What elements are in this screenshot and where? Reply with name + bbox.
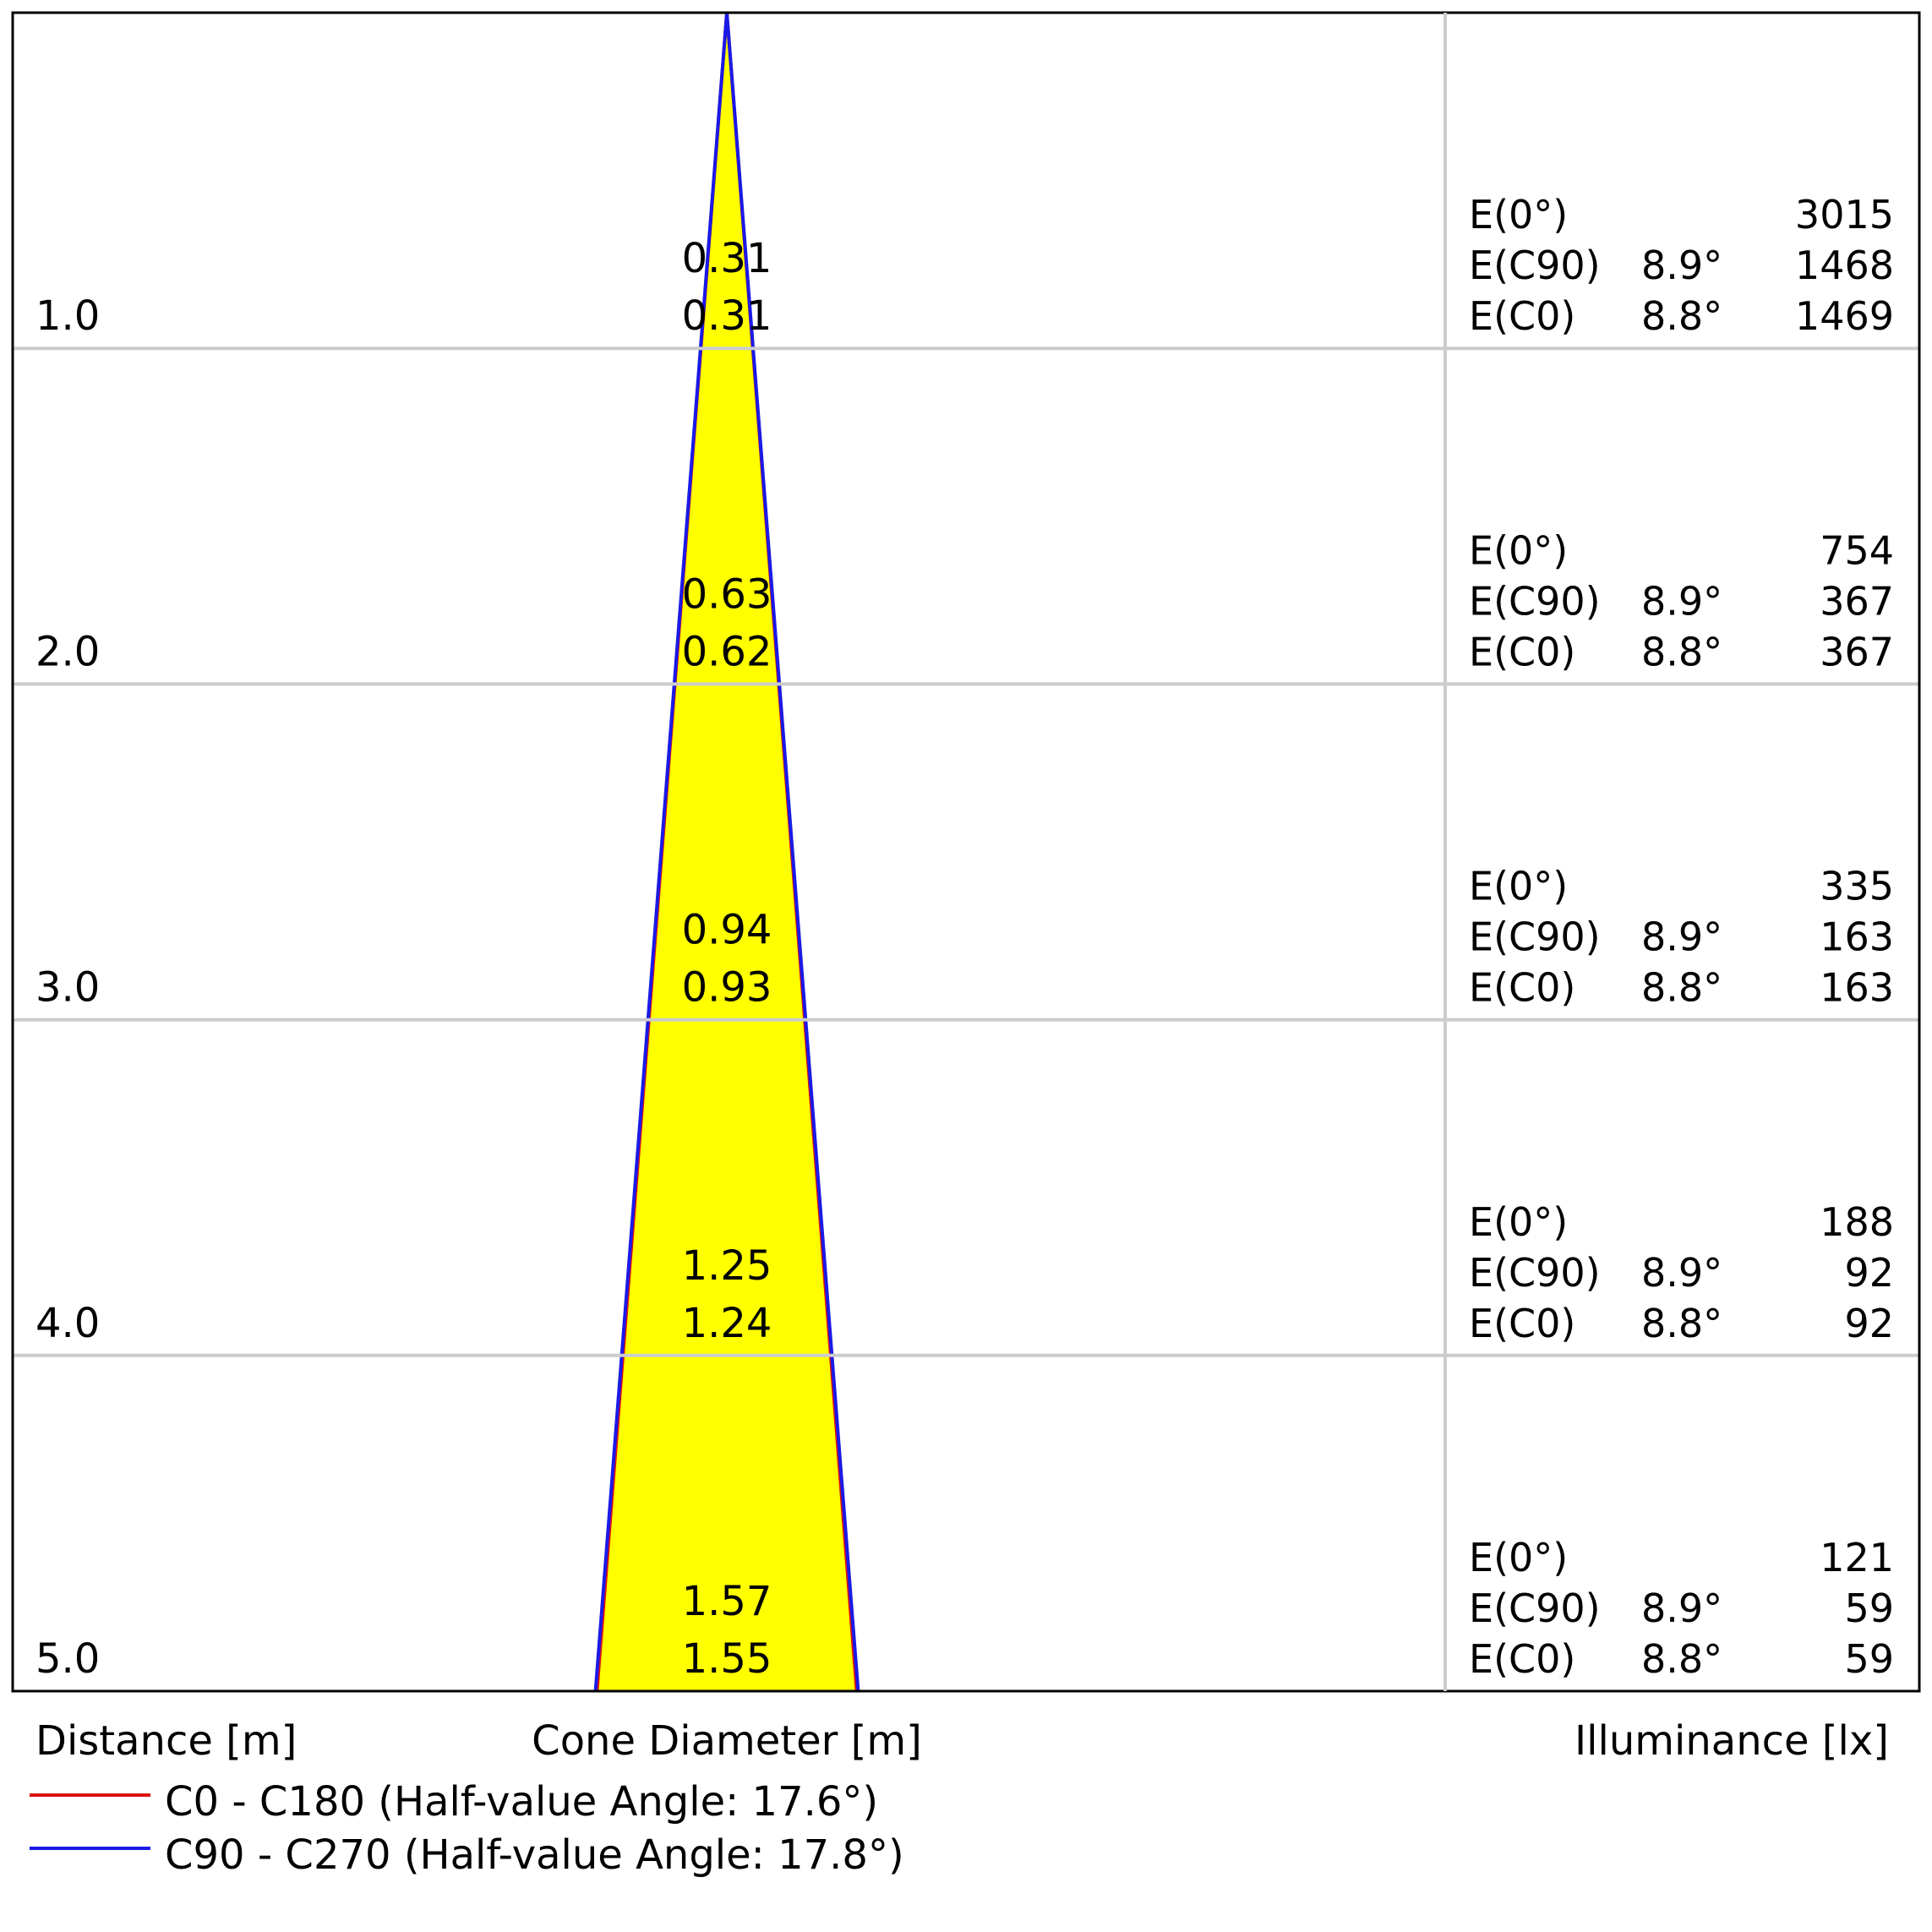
illuminance-angle: 8.8° (1641, 1636, 1722, 1682)
illuminance-label: E(C90) (1469, 1585, 1601, 1631)
illuminance-label: E(0°) (1469, 864, 1568, 909)
illuminance-angle: 8.9° (1641, 578, 1722, 624)
illuminance-value: 121 (1820, 1535, 1894, 1580)
illuminance-angle: 8.8° (1641, 965, 1722, 1011)
cone-diameter-c90: 1.25 (682, 1242, 772, 1290)
distance-label: 5.0 (35, 1635, 100, 1683)
illuminance-value: 163 (1820, 914, 1894, 960)
cone-diameter-c0: 0.93 (682, 964, 772, 1012)
illuminance-value: 3015 (1795, 192, 1894, 237)
illuminance-label: E(C0) (1469, 1636, 1575, 1682)
rows-layer: 1.0 0.31 0.31 E(0°) 3015 E(C90) 8.9° 1468 E(C0) 8… (35, 192, 1894, 1683)
illuminance-label: E(C0) (1469, 293, 1575, 339)
illuminance-label: E(C90) (1469, 578, 1601, 624)
illuminance-angle: 8.8° (1641, 629, 1722, 674)
illuminance-angle: 8.9° (1641, 1585, 1722, 1631)
illuminance-label: E(C0) (1469, 629, 1575, 674)
illuminance-angle: 8.8° (1641, 293, 1722, 339)
illuminance-label: E(0°) (1469, 1199, 1568, 1245)
illuminance-value: 367 (1820, 578, 1894, 624)
illuminance-angle: 8.9° (1641, 914, 1722, 960)
illuminance-label: E(0°) (1469, 1535, 1568, 1580)
illuminance-angle: 8.9° (1641, 243, 1722, 288)
distance-row: 5.0 1.57 1.55 E(0°) 121 E(C90) 8.9° 59 E(C0) 8.8°… (35, 1535, 1894, 1683)
distance-axis-label: Distance [m] (35, 1717, 297, 1765)
cone-diameter-c0: 0.31 (682, 292, 772, 340)
cone-diameter-c90: 0.94 (682, 907, 772, 954)
illuminance-label: E(0°) (1469, 192, 1568, 237)
illuminance-value: 59 (1844, 1585, 1894, 1631)
illuminance-label: E(0°) (1469, 527, 1568, 573)
illuminance-value: 1468 (1795, 243, 1894, 288)
illuminance-value: 92 (1844, 1250, 1894, 1296)
cone-diameter-c0: 1.24 (682, 1300, 772, 1347)
distance-row: 4.0 1.25 1.24 E(0°) 188 E(C90) 8.9° 92 E(C0) 8.8°… (35, 1199, 1894, 1347)
plot-frame (11, 11, 1921, 1693)
illuminance-value: 335 (1820, 864, 1894, 909)
distance-label: 3.0 (35, 964, 100, 1012)
distance-row: 3.0 0.94 0.93 E(0°) 335 E(C90) 8.9° 163 E(C0) 8.8… (35, 864, 1894, 1012)
illuminance-label: E(C90) (1469, 914, 1601, 960)
illuminance-angle: 8.9° (1641, 1250, 1722, 1296)
cone-diameter-c0: 0.62 (682, 628, 772, 675)
illuminance-value: 754 (1820, 527, 1894, 573)
cone-diameter-c0: 1.55 (682, 1635, 772, 1683)
distance-label: 1.0 (35, 292, 100, 340)
illuminance-label: E(C90) (1469, 243, 1601, 288)
grid-layer (13, 347, 1919, 1357)
illuminance-value: 1469 (1795, 293, 1894, 339)
illuminance-value: 188 (1820, 1199, 1894, 1245)
illuminance-value: 163 (1820, 965, 1894, 1011)
cone-diameter-c90: 1.57 (682, 1578, 772, 1625)
distance-label: 2.0 (35, 628, 100, 675)
cone-fill (597, 13, 857, 1691)
illuminance-value: 367 (1820, 629, 1894, 674)
distance-row: 1.0 0.31 0.31 E(0°) 3015 E(C90) 8.9° 1468 E(C0) 8… (35, 192, 1894, 340)
cone-diameter-c90: 0.31 (682, 235, 772, 282)
legend: C0 - C180 (Half-value Angle: 17.6°) C90 … (30, 1778, 904, 1879)
illuminance-value: 59 (1844, 1636, 1894, 1682)
illuminance-angle: 8.8° (1641, 1301, 1722, 1346)
illuminance-axis-label: Illuminance [lx] (1575, 1717, 1889, 1765)
legend-label-c90: C90 - C270 (Half-value Angle: 17.8°) (165, 1831, 904, 1879)
distance-row: 2.0 0.63 0.62 E(0°) 754 E(C90) 8.9° 367 E(C0) 8.8… (35, 527, 1894, 675)
legend-label-c0: C0 - C180 (Half-value Angle: 17.6°) (165, 1778, 878, 1826)
cone-diameter-axis-label: Cone Diameter [m] (532, 1717, 922, 1765)
cone-diameter-c90: 0.63 (682, 570, 772, 618)
illuminance-label: E(C0) (1469, 1301, 1575, 1346)
illuminance-value: 92 (1844, 1301, 1894, 1346)
illuminance-label: E(C0) (1469, 965, 1575, 1011)
distance-label: 4.0 (35, 1300, 100, 1347)
illuminance-label: E(C90) (1469, 1250, 1601, 1296)
